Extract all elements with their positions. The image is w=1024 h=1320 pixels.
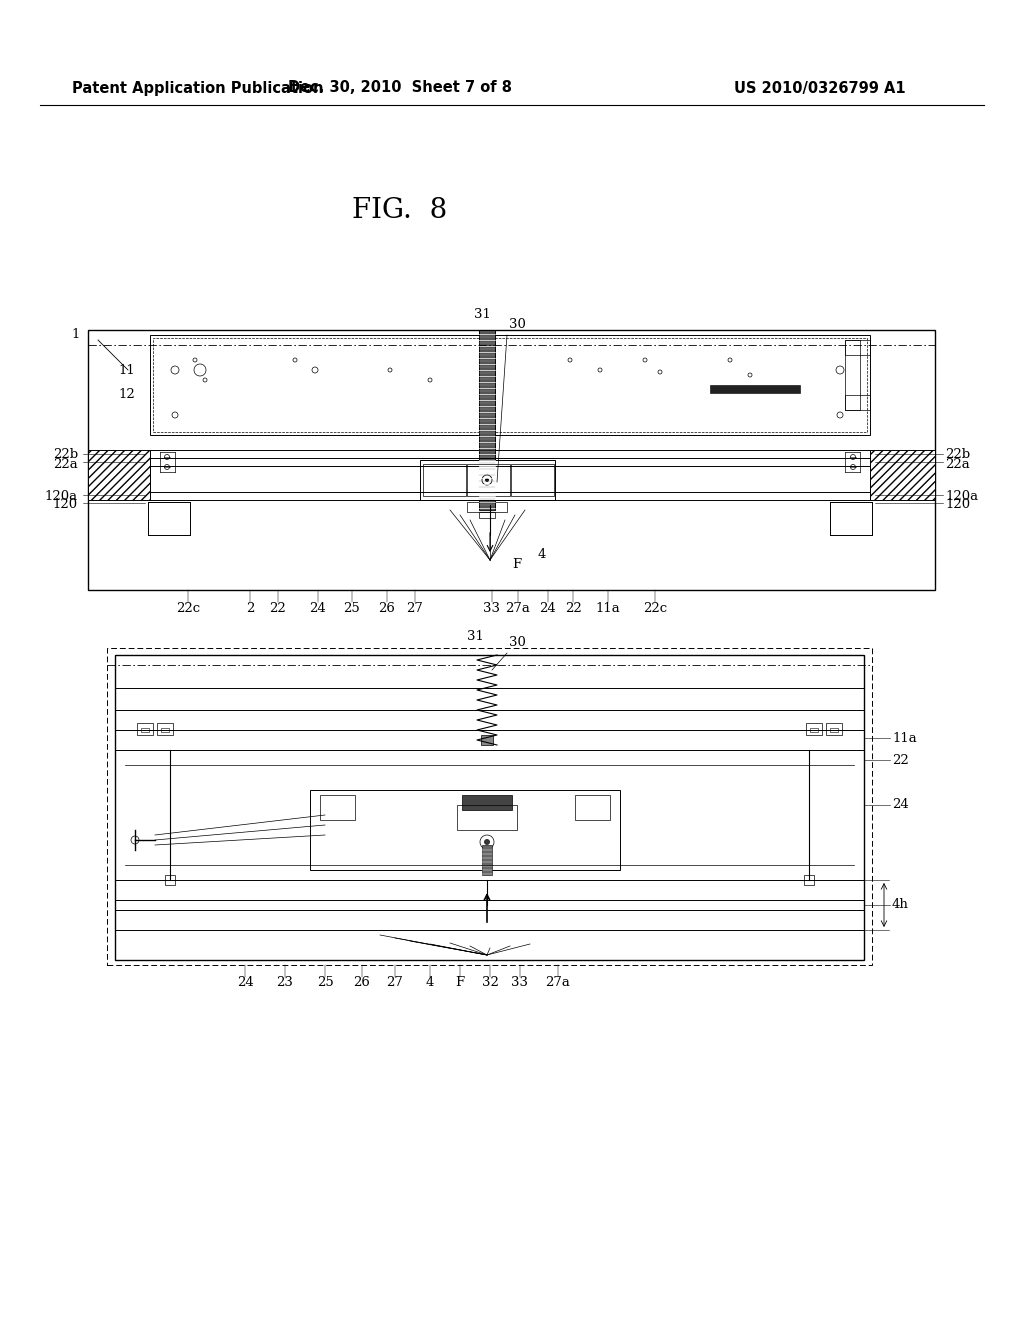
Bar (870, 450, 935, 500)
Text: 11: 11 (118, 363, 135, 376)
Bar (150, 335, 870, 436)
Bar (115, 880, 864, 900)
Bar (115, 688, 864, 710)
Bar (137, 723, 153, 735)
Bar (115, 655, 864, 960)
Bar (830, 729, 838, 733)
Bar (115, 730, 864, 750)
Text: 27a: 27a (506, 602, 530, 615)
Text: 31: 31 (473, 309, 490, 322)
Text: 26: 26 (353, 977, 371, 990)
Bar (511, 465, 554, 496)
Text: 24: 24 (540, 602, 556, 615)
Text: FIG.  8: FIG. 8 (352, 197, 447, 223)
Text: 12: 12 (118, 388, 135, 401)
Text: US 2010/0326799 A1: US 2010/0326799 A1 (734, 81, 906, 95)
Bar (423, 465, 466, 496)
Bar (845, 341, 870, 355)
Bar (141, 729, 150, 733)
Text: 30: 30 (509, 318, 526, 331)
Text: 27: 27 (407, 602, 424, 615)
Bar (457, 805, 517, 830)
Circle shape (485, 478, 489, 482)
Text: F: F (512, 558, 521, 572)
Bar (467, 465, 510, 496)
Text: 4: 4 (538, 549, 546, 561)
Text: 27: 27 (387, 977, 403, 990)
Bar (479, 330, 495, 510)
Bar (462, 795, 512, 810)
Text: 25: 25 (344, 602, 360, 615)
Text: 22: 22 (269, 602, 287, 615)
Bar (153, 338, 867, 432)
Text: 2: 2 (246, 602, 254, 615)
Text: Dec. 30, 2010  Sheet 7 of 8: Dec. 30, 2010 Sheet 7 of 8 (288, 81, 512, 95)
Text: 33: 33 (512, 977, 528, 990)
Text: 23: 23 (276, 977, 294, 990)
Bar (467, 502, 507, 512)
Text: 32: 32 (481, 977, 499, 990)
Bar (157, 723, 173, 735)
Text: 120: 120 (945, 499, 970, 511)
Text: 22c: 22c (176, 602, 200, 615)
Text: 22b: 22b (945, 449, 970, 462)
Text: 1: 1 (72, 329, 80, 342)
Text: 22c: 22c (643, 602, 667, 615)
Bar (88, 330, 935, 590)
Text: 24: 24 (237, 977, 253, 990)
Text: 4: 4 (426, 977, 434, 990)
Bar (845, 341, 860, 411)
Text: 27a: 27a (546, 977, 570, 990)
Text: 22: 22 (892, 754, 908, 767)
Text: 33: 33 (483, 602, 501, 615)
Text: 25: 25 (316, 977, 334, 990)
Bar (420, 459, 555, 500)
Text: 30: 30 (509, 636, 526, 649)
Bar (310, 789, 620, 870)
Bar (165, 875, 175, 884)
Text: 31: 31 (467, 630, 483, 643)
Bar (826, 723, 842, 735)
Bar (482, 845, 492, 875)
Bar (575, 795, 610, 820)
Text: 11a: 11a (596, 602, 621, 615)
Bar (319, 795, 355, 820)
Bar (806, 723, 822, 735)
Bar (804, 875, 814, 884)
Text: 24: 24 (892, 799, 908, 812)
Text: 22a: 22a (945, 458, 970, 470)
Bar (88, 450, 150, 500)
Bar (481, 735, 493, 744)
Text: 4h: 4h (892, 899, 909, 912)
Bar (161, 729, 169, 733)
Bar (115, 909, 864, 931)
Text: 11a: 11a (892, 731, 916, 744)
Bar (106, 648, 872, 965)
Text: 22a: 22a (53, 458, 78, 470)
Text: Patent Application Publication: Patent Application Publication (72, 81, 324, 95)
Text: 26: 26 (379, 602, 395, 615)
Text: F: F (456, 977, 465, 990)
Text: 22: 22 (564, 602, 582, 615)
Text: 22b: 22b (53, 449, 78, 462)
Bar (845, 395, 870, 411)
Text: 120: 120 (53, 499, 78, 511)
Text: 120a: 120a (945, 491, 978, 503)
Bar (479, 512, 495, 517)
Bar (710, 385, 800, 393)
Text: 120a: 120a (45, 491, 78, 503)
Circle shape (484, 840, 490, 845)
Bar (810, 729, 818, 733)
Text: 24: 24 (309, 602, 327, 615)
